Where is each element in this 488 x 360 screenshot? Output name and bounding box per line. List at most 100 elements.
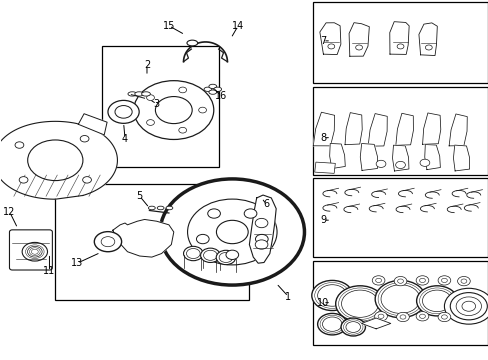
- Circle shape: [311, 280, 352, 311]
- Polygon shape: [452, 145, 468, 171]
- Circle shape: [198, 107, 206, 113]
- Circle shape: [449, 293, 487, 320]
- Circle shape: [255, 234, 267, 244]
- Circle shape: [340, 318, 365, 336]
- Circle shape: [374, 280, 425, 318]
- Polygon shape: [395, 113, 412, 145]
- Text: 15: 15: [163, 21, 175, 31]
- FancyBboxPatch shape: [9, 230, 52, 270]
- Circle shape: [146, 120, 154, 125]
- Circle shape: [317, 285, 346, 306]
- Polygon shape: [360, 144, 377, 170]
- Text: 7: 7: [319, 36, 325, 46]
- Text: 2: 2: [143, 60, 150, 70]
- Ellipse shape: [148, 206, 155, 210]
- Circle shape: [207, 209, 220, 218]
- Circle shape: [397, 279, 403, 283]
- Circle shape: [216, 220, 248, 244]
- Ellipse shape: [186, 40, 197, 46]
- Bar: [312, 87, 488, 175]
- Circle shape: [255, 240, 267, 249]
- Circle shape: [341, 290, 378, 318]
- Circle shape: [441, 278, 447, 283]
- Circle shape: [415, 312, 428, 321]
- Circle shape: [444, 288, 488, 324]
- Circle shape: [101, 237, 115, 247]
- Polygon shape: [361, 318, 390, 329]
- Circle shape: [115, 105, 132, 118]
- Bar: [314, 162, 335, 174]
- Circle shape: [225, 250, 238, 260]
- Polygon shape: [392, 145, 408, 171]
- Circle shape: [380, 285, 419, 314]
- Text: 8: 8: [319, 133, 325, 143]
- Polygon shape: [422, 113, 440, 144]
- Circle shape: [22, 242, 47, 261]
- Circle shape: [255, 219, 267, 228]
- Circle shape: [94, 231, 122, 252]
- Polygon shape: [345, 113, 362, 145]
- Polygon shape: [321, 21, 340, 54]
- Circle shape: [457, 276, 469, 286]
- Circle shape: [345, 321, 360, 332]
- Text: 1: 1: [285, 292, 291, 302]
- Circle shape: [134, 81, 213, 139]
- Circle shape: [425, 45, 431, 50]
- Circle shape: [399, 315, 405, 319]
- Ellipse shape: [208, 90, 216, 94]
- Circle shape: [437, 312, 450, 321]
- Circle shape: [179, 87, 186, 93]
- Ellipse shape: [128, 92, 137, 96]
- Circle shape: [317, 314, 346, 335]
- Circle shape: [395, 161, 405, 168]
- Circle shape: [355, 45, 362, 50]
- Polygon shape: [391, 22, 408, 56]
- Bar: [312, 3, 488, 83]
- Circle shape: [19, 177, 28, 183]
- Polygon shape: [0, 121, 117, 199]
- Circle shape: [82, 177, 91, 183]
- Ellipse shape: [203, 250, 217, 260]
- Polygon shape: [113, 220, 173, 257]
- Circle shape: [455, 297, 481, 316]
- Circle shape: [155, 96, 192, 123]
- Polygon shape: [420, 24, 439, 57]
- Circle shape: [108, 100, 139, 123]
- Circle shape: [187, 199, 277, 265]
- Circle shape: [441, 315, 447, 319]
- Text: 3: 3: [153, 99, 160, 109]
- Circle shape: [396, 312, 408, 321]
- Text: 13: 13: [71, 258, 83, 268]
- Polygon shape: [348, 22, 368, 56]
- Text: 16: 16: [215, 91, 227, 101]
- Ellipse shape: [142, 92, 150, 96]
- Circle shape: [419, 278, 425, 283]
- Text: 9: 9: [319, 215, 325, 225]
- Circle shape: [335, 286, 384, 321]
- Text: 12: 12: [3, 207, 16, 217]
- Polygon shape: [329, 144, 345, 168]
- Circle shape: [437, 276, 450, 285]
- Circle shape: [396, 44, 403, 49]
- Ellipse shape: [213, 87, 221, 91]
- Text: 4: 4: [122, 134, 128, 144]
- Text: 11: 11: [43, 266, 56, 276]
- Ellipse shape: [208, 84, 216, 89]
- Circle shape: [460, 279, 466, 283]
- Circle shape: [179, 127, 186, 133]
- Circle shape: [80, 135, 89, 142]
- Ellipse shape: [219, 252, 232, 262]
- Circle shape: [146, 95, 154, 100]
- Bar: [312, 178, 488, 257]
- Circle shape: [461, 301, 475, 311]
- Circle shape: [196, 234, 209, 244]
- Bar: [102, 45, 219, 167]
- Circle shape: [327, 44, 334, 49]
- Circle shape: [28, 140, 83, 181]
- Ellipse shape: [183, 246, 203, 261]
- Bar: [55, 184, 249, 300]
- Text: 5: 5: [136, 191, 142, 201]
- Polygon shape: [424, 144, 440, 170]
- Circle shape: [160, 179, 304, 285]
- Polygon shape: [448, 114, 467, 146]
